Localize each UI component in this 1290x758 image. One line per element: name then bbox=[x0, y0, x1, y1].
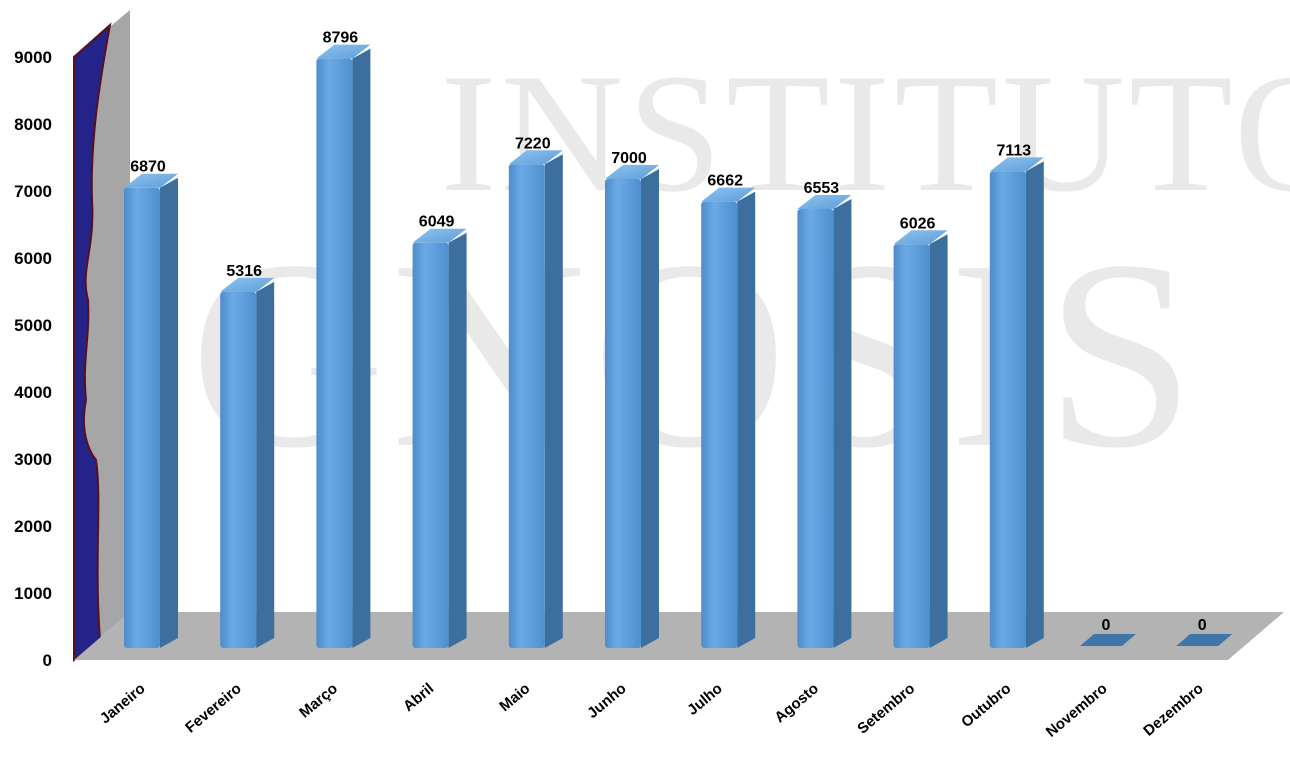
bar: 6049 bbox=[412, 214, 467, 649]
bar-side bbox=[256, 281, 275, 648]
data-label: 6026 bbox=[900, 215, 936, 232]
bar-top bbox=[412, 228, 467, 243]
bar: 7113 bbox=[989, 142, 1044, 648]
x-tick-label: Junho bbox=[584, 680, 629, 722]
bar-front bbox=[220, 291, 257, 648]
bar-top bbox=[124, 173, 178, 188]
data-label: 7000 bbox=[611, 150, 647, 167]
data-label: 7220 bbox=[515, 135, 551, 152]
bar-side bbox=[929, 234, 948, 648]
x-tick-label: Novembro bbox=[1043, 680, 1111, 741]
bar-side bbox=[833, 198, 852, 648]
bar-side bbox=[544, 154, 563, 648]
data-label: 6662 bbox=[707, 173, 743, 190]
data-label: 7113 bbox=[996, 142, 1031, 159]
x-tick-label: Maio bbox=[496, 680, 533, 715]
side-wall-accent bbox=[73, 22, 112, 663]
bar-side bbox=[737, 191, 756, 648]
bar-front bbox=[605, 179, 641, 648]
bar-front bbox=[701, 201, 738, 648]
x-tick-label: Outubro bbox=[958, 680, 1014, 731]
bar-side bbox=[352, 48, 371, 649]
bar-top bbox=[220, 277, 275, 292]
x-tick-label: Fevereiro bbox=[182, 680, 245, 736]
bar-top bbox=[989, 157, 1044, 172]
y-tick-label: 1000 bbox=[14, 584, 52, 603]
bar: 5316 bbox=[220, 263, 275, 648]
bar: 6870 bbox=[124, 159, 178, 648]
data-label: 0 bbox=[1198, 617, 1207, 634]
chart-floor bbox=[74, 612, 1284, 660]
data-label: 8796 bbox=[323, 30, 359, 47]
data-label: 6870 bbox=[130, 159, 166, 176]
bar-side bbox=[1025, 161, 1044, 648]
y-tick-label: 0 bbox=[43, 651, 52, 670]
bar: 7220 bbox=[508, 135, 563, 648]
y-tick-label: 4000 bbox=[14, 383, 52, 402]
y-tick-label: 7000 bbox=[14, 182, 52, 201]
x-tick-label: Dezembro bbox=[1140, 680, 1206, 740]
bar-front bbox=[412, 242, 449, 649]
y-axis: 0 1000 2000 3000 4000 5000 6000 7000 8000 9000 bbox=[14, 48, 52, 670]
x-tick-label: Agosto bbox=[771, 680, 822, 726]
data-label: 0 bbox=[1102, 617, 1111, 634]
bar-top bbox=[508, 150, 563, 165]
bar-front bbox=[797, 208, 834, 648]
x-tick-label: Janeiro bbox=[97, 680, 149, 727]
bar-front bbox=[316, 58, 353, 649]
x-tick-label: Setembro bbox=[854, 680, 918, 737]
y-tick-label: 2000 bbox=[14, 517, 52, 536]
bar: 8796 bbox=[316, 30, 371, 649]
data-label: 6553 bbox=[804, 180, 840, 197]
bar: 6662 bbox=[701, 173, 756, 648]
bar-top bbox=[316, 44, 371, 59]
x-axis: Janeiro Fevereiro Março Abril Maio Junho Julho… bbox=[97, 680, 1207, 741]
bar-front bbox=[124, 187, 160, 648]
data-label: 6049 bbox=[419, 214, 455, 231]
bar-top bbox=[797, 194, 852, 209]
bars: 6870 5316 8796 6049 7220 7000 6662 6553 6026 7113… bbox=[124, 30, 1233, 649]
bar-top bbox=[893, 230, 948, 245]
bar: 6553 bbox=[797, 180, 852, 648]
bar-side bbox=[448, 232, 467, 649]
y-tick-label: 8000 bbox=[14, 115, 52, 134]
bar-front bbox=[508, 164, 545, 648]
bar-zero bbox=[1176, 634, 1233, 646]
bar: 0 bbox=[1080, 617, 1136, 646]
x-tick-label: Abril bbox=[400, 680, 437, 715]
y-tick-label: 9000 bbox=[14, 48, 52, 67]
bar: 7000 bbox=[605, 150, 659, 648]
y-tick-label: 6000 bbox=[14, 249, 52, 268]
bar-top bbox=[701, 187, 756, 202]
data-label: 5316 bbox=[226, 263, 262, 280]
bar: 6026 bbox=[893, 215, 948, 648]
bar-front bbox=[989, 171, 1026, 648]
bar: 0 bbox=[1176, 617, 1233, 646]
y-tick-label: 5000 bbox=[14, 316, 52, 335]
bar-side bbox=[160, 177, 178, 648]
bar-side bbox=[641, 169, 659, 648]
x-tick-label: Março bbox=[296, 680, 341, 721]
bar-top bbox=[605, 165, 659, 179]
x-tick-label: Julho bbox=[684, 680, 726, 719]
watermark-line1: INSTITUTO bbox=[440, 39, 1290, 227]
bar-front bbox=[893, 244, 930, 648]
bar-zero bbox=[1080, 634, 1136, 646]
y-tick-label: 3000 bbox=[14, 450, 52, 469]
